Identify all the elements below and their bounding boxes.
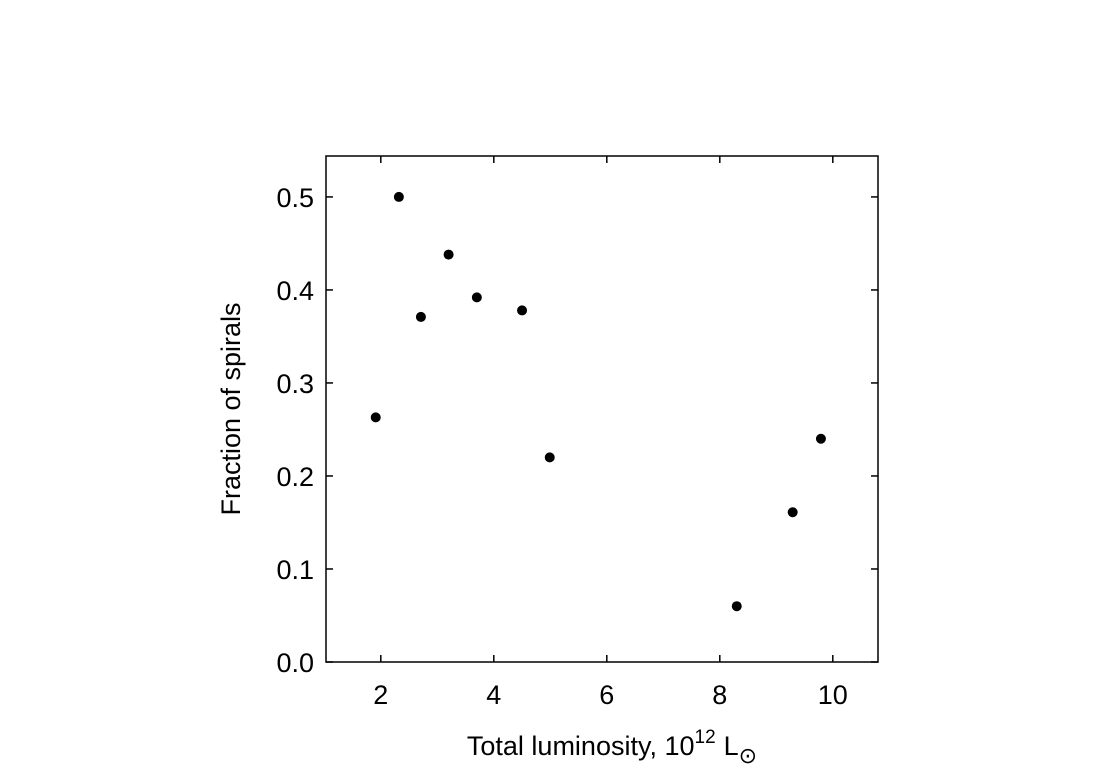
point xyxy=(393,191,404,202)
point xyxy=(815,433,826,444)
x-axis-label: Total luminosity, 1012 L⊙ xyxy=(467,727,757,768)
y-axis-label: Fraction of spirals xyxy=(216,302,246,515)
point xyxy=(443,249,454,260)
x-tick-label: 4 xyxy=(486,680,501,710)
point xyxy=(415,311,426,322)
x-label-unit: L xyxy=(724,731,739,761)
x-tick-label: 8 xyxy=(712,680,727,710)
y-tick-label: 0.5 xyxy=(276,183,314,213)
y-tick-label: 0.3 xyxy=(276,369,314,399)
point xyxy=(544,452,555,463)
y-tick-label: 0.4 xyxy=(276,276,314,306)
plot-frame xyxy=(325,155,879,663)
y-tick-label: 0.0 xyxy=(276,648,314,678)
point xyxy=(787,507,798,518)
x-label-unit-sub: ⊙ xyxy=(739,743,757,768)
x-tick-label: 6 xyxy=(599,680,614,710)
x-tick-label: 10 xyxy=(818,680,848,710)
point xyxy=(731,601,742,612)
y-tick-label: 0.2 xyxy=(276,462,314,492)
point xyxy=(517,305,528,316)
point xyxy=(370,412,381,423)
x-label-text: Total luminosity, 10 xyxy=(467,731,695,761)
x-label-sup: 12 xyxy=(695,727,716,748)
point xyxy=(471,292,482,303)
x-tick-label: 2 xyxy=(373,680,388,710)
y-tick-label: 0.1 xyxy=(276,555,314,585)
